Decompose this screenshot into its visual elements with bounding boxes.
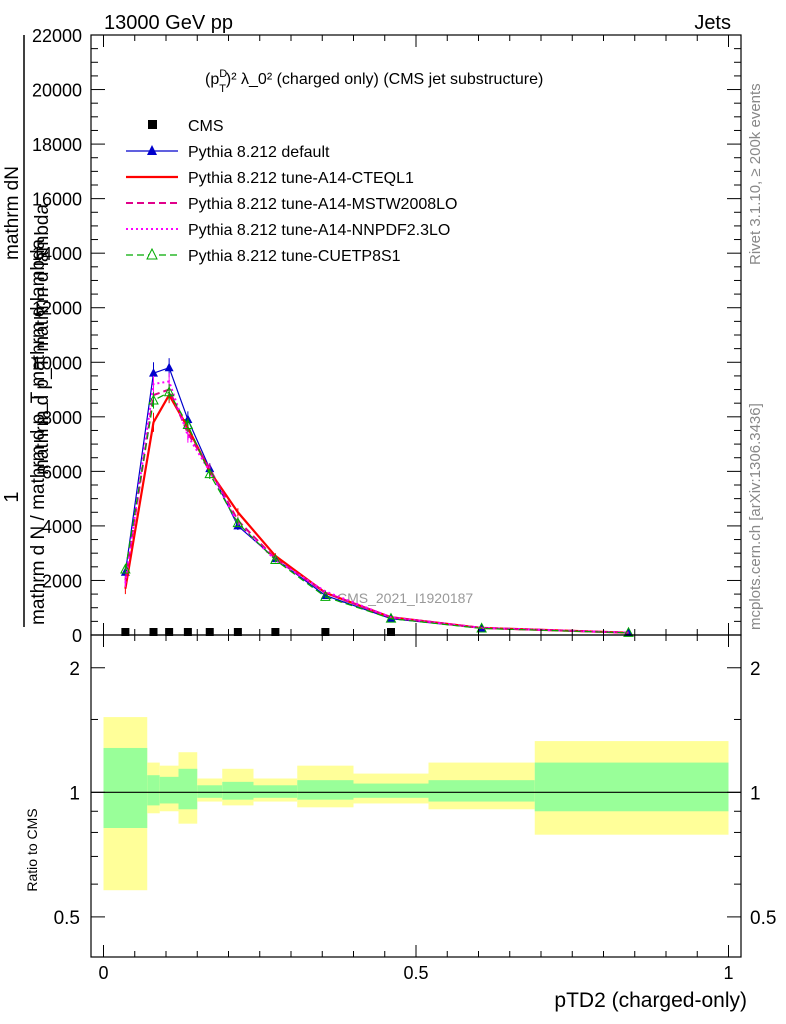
main-series-group (120, 358, 634, 637)
rivet-label: Rivet 3.1.10, ≥ 200k events (747, 83, 764, 265)
title-p: (p (205, 71, 219, 88)
cms-points-group (121, 628, 395, 636)
ratio-band-green-0 (103, 747, 148, 828)
y-ratio-tick-label-l-2: 2 (69, 659, 80, 680)
y-main-tick-label-3: 6000 (42, 462, 82, 482)
series-point-4-5 (232, 517, 244, 528)
y-main-tick-label-9: 18000 (32, 135, 82, 155)
cms-point-7 (321, 628, 330, 636)
ratio-band-green-6 (253, 785, 298, 798)
series-point-4-1 (148, 394, 159, 405)
y-ratio-tick-label-r-0: 0.5 (750, 908, 776, 929)
x-axis-label: pTD2 (charged-only) (554, 989, 747, 1012)
series-point-4-2 (163, 386, 175, 397)
ylabel-denominator: mathrm d N / mathrm d p_T mathrm d lambd… (28, 238, 49, 625)
y-main-tick-label-4: 8000 (42, 408, 82, 428)
legend: CMS Pythia 8.212 default Pythia 8.212 tune… (126, 118, 457, 265)
ratio-band-green-7 (297, 780, 354, 800)
x-tick-label-2: 1 (723, 963, 733, 983)
y-main-tick-label-8: 16000 (32, 190, 82, 210)
legend-label-1: Pythia 8.212 tune-A14-CTEQL1 (188, 170, 414, 187)
cms-point-0 (121, 628, 130, 636)
plot-title: (pD T)² λ_0² (charged only) (CMS jet subs… (205, 68, 543, 95)
ratio-band-green-1 (147, 775, 160, 806)
y-main-tick-label-0: 0 (72, 626, 82, 646)
ratio-band-green-8 (353, 783, 429, 798)
legend-cms-marker (148, 120, 157, 129)
mcplots-label: mcplots.cern.ch [arXiv:1306.3436] (747, 403, 764, 630)
ratio-bands (103, 717, 729, 891)
cms-point-5 (233, 628, 242, 636)
cms-point-1 (149, 628, 158, 636)
ylabel-den-top-left: mathrm dN (2, 166, 23, 260)
series-point-4-9 (476, 622, 487, 633)
legend-marker-0 (147, 145, 157, 155)
series-point-4-8 (385, 612, 397, 623)
legend-cms-label: CMS (188, 118, 224, 135)
y-main-tick-label-5: 10000 (32, 353, 82, 373)
series-point-4-3 (182, 418, 194, 429)
ratio-band-green-10 (534, 762, 729, 812)
cms-point-3 (183, 628, 192, 636)
ratio-band-green-9 (428, 780, 535, 802)
cms-point-4 (205, 628, 214, 636)
legend-marker-4 (146, 247, 158, 260)
title-sup: D (219, 68, 227, 80)
ratio-band-green-5 (222, 781, 254, 800)
series-point-0-2 (164, 362, 174, 372)
cms-point-6 (271, 628, 280, 636)
y-ratio-tick-label-r-2: 2 (750, 659, 761, 680)
series-point-0-1 (149, 368, 158, 377)
ratio-band-green-2 (159, 776, 179, 804)
ratio-band-green-3 (178, 768, 198, 810)
svg-text:(pDT)² λ_0² (charged only) (CM: (pD T)² λ_0² (charged only) (CMS jet subs… (205, 68, 543, 95)
series-point-4-4 (204, 468, 216, 479)
energy-label: 13000 GeV pp (104, 12, 233, 34)
series-point-4-10 (623, 626, 634, 637)
y-ratio-tick-label-l-1: 1 (69, 783, 80, 804)
legend-label-2: Pythia 8.212 tune-A14-MSTW2008LO (188, 196, 457, 213)
x-tick-label-1: 0.5 (403, 963, 428, 983)
title-sub: T (219, 83, 226, 95)
y-main-tick-label-7: 14000 (32, 244, 82, 264)
ylabel-den-top-right: mathrm d p_T mathrm d lambda (32, 204, 53, 475)
main-ylabel: 1 mathrm dN mathrm d p_T mathrm d lambda… (1, 35, 53, 627)
axis-ticks: 0 0.5 1 0 2000 4000 6000 8000 10000 12000 14000 160… (32, 26, 776, 983)
series-point-4-6 (270, 553, 281, 564)
series-point-4-7 (320, 590, 331, 601)
y-ratio-tick-label-r-1: 1 (750, 783, 761, 804)
legend-label-4: Pythia 8.212 tune-CUETP8S1 (188, 248, 401, 265)
y-main-tick-label-6: 12000 (32, 299, 82, 319)
title-rest: )² λ_0² (charged only) (CMS jet substruc… (226, 71, 543, 88)
series-4 (120, 384, 634, 637)
legend-label-0: Pythia 8.212 default (188, 144, 330, 161)
series-line-4 (124, 391, 629, 634)
ratio-band-green-4 (197, 785, 223, 798)
cms-point-2 (165, 628, 174, 636)
legend-label-3: Pythia 8.212 tune-A14-NNPDF2.3LO (188, 222, 450, 239)
y-main-tick-label-1: 2000 (42, 571, 82, 591)
analysis-watermark: CMS_2021_I1920187 (337, 590, 473, 606)
y-main-tick-label-2: 4000 (42, 517, 82, 537)
series-point-4-0 (120, 563, 131, 574)
y-main-tick-label-10: 20000 (32, 81, 82, 101)
y-main-tick-label-11: 22000 (32, 26, 82, 46)
cms-point-8 (387, 628, 395, 636)
x-tick-label-0: 0 (98, 963, 108, 983)
ylabel-numerator: 1 (1, 491, 23, 502)
y-ratio-tick-label-l-0: 0.5 (54, 908, 80, 929)
process-label: Jets (694, 12, 731, 34)
ratio-ylabel: Ratio to CMS (24, 808, 40, 891)
